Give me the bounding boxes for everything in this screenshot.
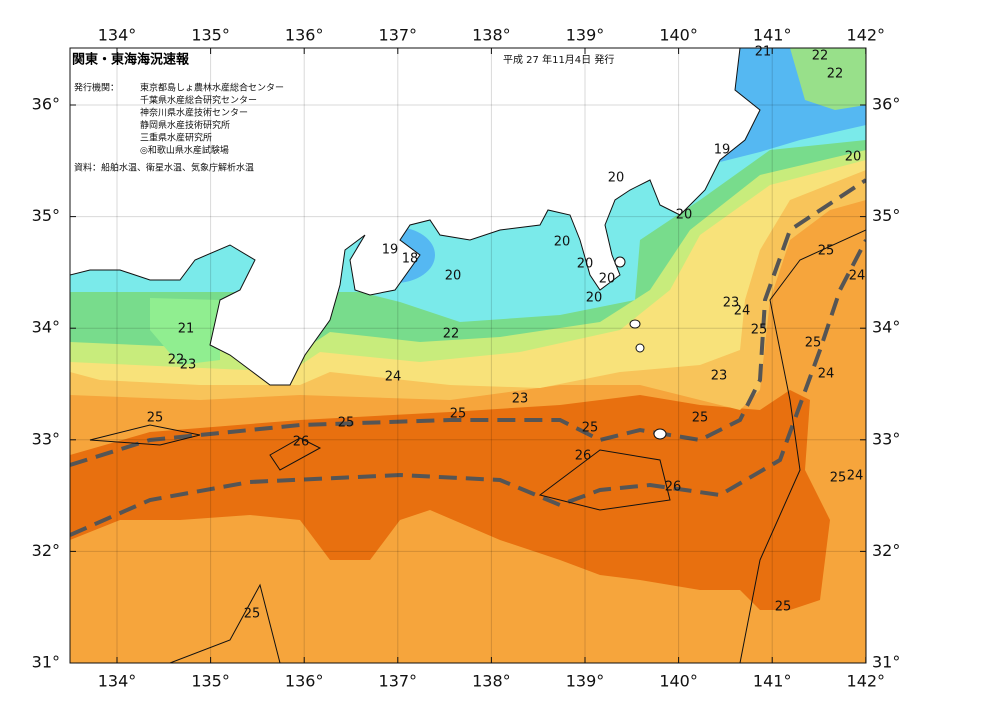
contour-label: 24 bbox=[849, 269, 866, 284]
lat-label: 35° bbox=[872, 206, 900, 225]
lon-label: 140° bbox=[659, 26, 698, 45]
contour-label: 26 bbox=[665, 480, 682, 495]
lon-label: 136° bbox=[285, 26, 324, 45]
contour-label: 18 bbox=[402, 252, 419, 267]
lon-label: 136° bbox=[285, 672, 324, 691]
contour-label: 25 bbox=[818, 244, 835, 259]
lon-label: 134° bbox=[98, 672, 137, 691]
contour-label: 23 bbox=[512, 392, 529, 407]
lon-label: 135° bbox=[191, 672, 230, 691]
contour-label: 20 bbox=[676, 208, 693, 223]
lat-label: 33° bbox=[872, 429, 900, 448]
contour-label: 20 bbox=[445, 269, 462, 284]
lat-label: 33° bbox=[32, 429, 60, 448]
contour-label: 23 bbox=[180, 358, 197, 373]
contour-label: 23 bbox=[723, 296, 740, 311]
date: 平成 27 年11月4日 発行 bbox=[503, 53, 614, 66]
contour-label: 24 bbox=[847, 469, 864, 484]
contour-label: 22 bbox=[168, 353, 185, 368]
contour-label: 23 bbox=[711, 369, 728, 384]
contour-label: 22 bbox=[827, 67, 844, 82]
contour-label: 25 bbox=[830, 471, 847, 486]
map-frame bbox=[69, 47, 867, 664]
title: 関東・東海海況速報 bbox=[72, 52, 190, 68]
contour-label: 25 bbox=[775, 600, 792, 615]
lon-label: 141° bbox=[753, 26, 792, 45]
lon-label: 138° bbox=[472, 672, 511, 691]
contour-label: 26 bbox=[575, 449, 592, 464]
lat-label: 36° bbox=[32, 95, 60, 114]
lon-label: 139° bbox=[566, 26, 605, 45]
lat-label: 36° bbox=[872, 95, 900, 114]
contour-label: 25 bbox=[244, 607, 261, 622]
lat-label: 35° bbox=[32, 206, 60, 225]
contour-label: 25 bbox=[582, 421, 599, 436]
contour-label: 25 bbox=[692, 411, 709, 426]
contour-label: 25 bbox=[751, 323, 768, 338]
lat-label: 34° bbox=[32, 318, 60, 337]
lat-label: 32° bbox=[32, 541, 60, 560]
contour-label: 24 bbox=[734, 304, 751, 319]
lon-label: 135° bbox=[191, 26, 230, 45]
publisher: 東京都島しょ農林水産総合センター bbox=[140, 82, 284, 94]
contour-label: 24 bbox=[818, 367, 835, 382]
lon-label: 142° bbox=[847, 672, 886, 691]
contour-label: 20 bbox=[554, 235, 571, 250]
publisher: 三重県水産研究所 bbox=[140, 132, 212, 144]
sea-temperature bbox=[70, 48, 866, 663]
contour-label: 26 bbox=[293, 435, 310, 450]
contour-label: 25 bbox=[147, 411, 164, 426]
contour-label: 20 bbox=[599, 272, 616, 287]
contour-label: 20 bbox=[577, 257, 594, 272]
sources: 資料：船舶水温、衛星水温、気象庁解析水温 bbox=[74, 162, 254, 174]
lon-label: 137° bbox=[379, 672, 418, 691]
contour-label: 25 bbox=[805, 336, 822, 351]
lon-label: 142° bbox=[847, 26, 886, 45]
contour-label: 19 bbox=[382, 243, 399, 258]
lon-label: 137° bbox=[379, 26, 418, 45]
publisher: 静岡県水産技術研究所 bbox=[140, 119, 230, 131]
publisher: ◎和歌山県水産試験場 bbox=[140, 144, 229, 156]
contour-label: 22 bbox=[443, 327, 460, 342]
lon-label: 134° bbox=[98, 26, 137, 45]
publisher: 千葉県水産総合研究センター bbox=[140, 94, 257, 106]
contour-label: 25 bbox=[338, 416, 355, 431]
contour-label: 25 bbox=[450, 407, 467, 422]
lon-label: 141° bbox=[753, 672, 792, 691]
lat-label: 34° bbox=[872, 318, 900, 337]
contour-label: 21 bbox=[755, 45, 772, 60]
contour-label: 20 bbox=[586, 291, 603, 306]
contour-label: 21 bbox=[178, 322, 195, 337]
lat-label: 31° bbox=[32, 653, 60, 672]
contour-label: 19 bbox=[714, 143, 731, 158]
contour-label: 22 bbox=[812, 49, 829, 64]
lat-label: 31° bbox=[872, 653, 900, 672]
lon-label: 138° bbox=[472, 26, 511, 45]
lat-label: 32° bbox=[872, 541, 900, 560]
contour-label: 20 bbox=[845, 150, 862, 165]
lon-label: 139° bbox=[566, 672, 605, 691]
publisher: 神奈川県水産技術センター bbox=[140, 107, 248, 119]
lon-label: 140° bbox=[659, 672, 698, 691]
contour-label: 20 bbox=[608, 171, 625, 186]
publisher-label: 発行機関： bbox=[74, 82, 119, 94]
contour-label: 24 bbox=[385, 370, 402, 385]
